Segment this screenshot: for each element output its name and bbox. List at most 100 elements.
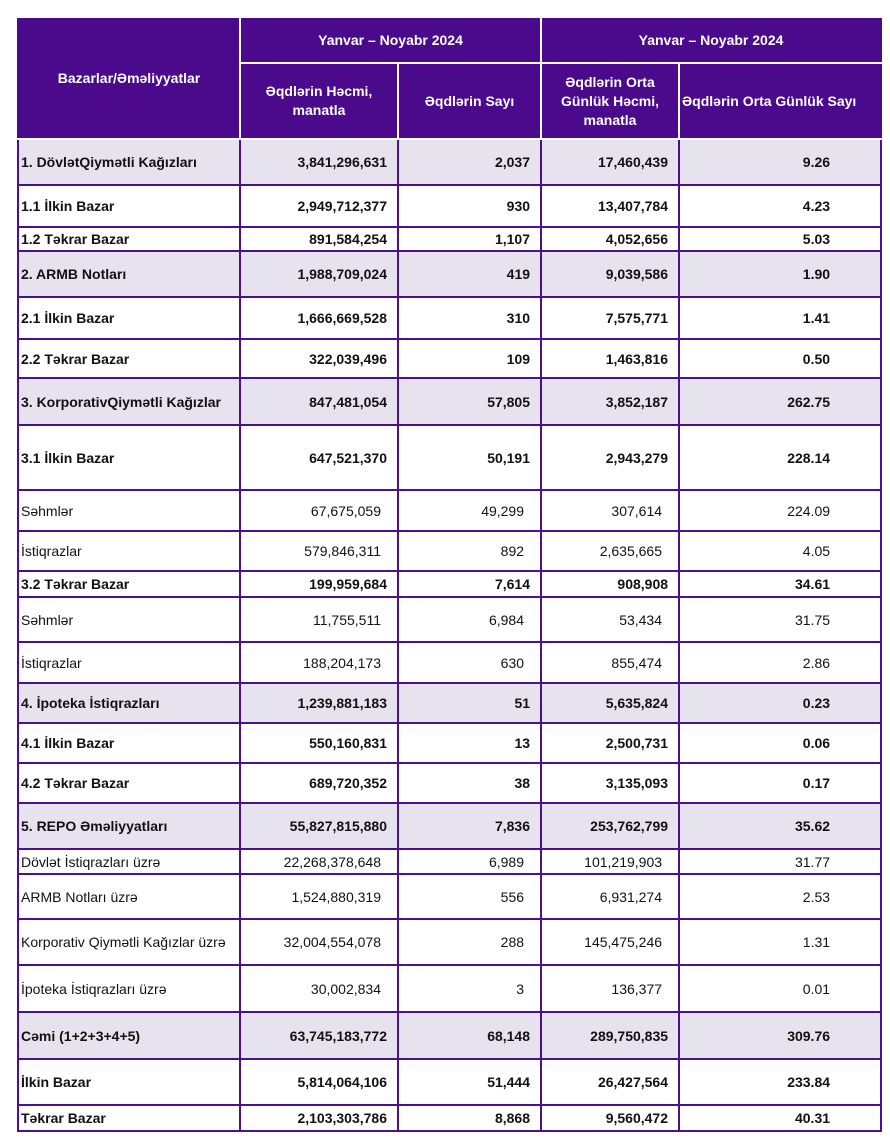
volume-cell: 891,584,254 — [239, 226, 399, 252]
avg-count-cell: 2.86 — [678, 641, 883, 684]
volume-cell: 2,949,712,377 — [239, 184, 399, 228]
avg-volume-cell: 53,434 — [540, 596, 681, 643]
header-period-2: Yanvar – Noyabr 2024 — [540, 18, 883, 64]
volume-cell: 30,002,834 — [239, 964, 399, 1013]
volume-cell: 1,524,880,319 — [239, 873, 399, 920]
count-cell: 288 — [396, 918, 543, 966]
table-row: 3. KorporativQiymətli Kağızlar 847,481,05… — [17, 377, 883, 426]
market-operations-table: Bazarlar/Əməliyyatlar Yanvar – Noyabr 20… — [17, 18, 883, 1132]
avg-count-cell: 40.31 — [678, 1104, 883, 1132]
volume-cell: 579,846,311 — [239, 530, 399, 572]
table-row: 1. DövlətQiymətli Kağızları 3,841,296,631… — [17, 138, 883, 186]
row-label: 3. KorporativQiymətli Kağızlar — [17, 377, 241, 426]
row-label: Dövlət İstiqrazları üzrə — [17, 848, 241, 875]
count-cell: 49,299 — [396, 489, 543, 532]
avg-volume-cell: 26,427,564 — [540, 1058, 681, 1106]
table-row: 2. ARMB Notları 1,988,709,024 419 9,039,586… — [17, 250, 883, 298]
avg-volume-cell: 101,219,903 — [540, 848, 681, 875]
volume-cell: 67,675,059 — [239, 489, 399, 532]
row-label: 3.1 İlkin Bazar — [17, 424, 241, 491]
table-row: İpoteka İstiqrazları üzrə 30,002,834 3 136,… — [17, 964, 883, 1013]
avg-volume-cell: 5,635,824 — [540, 682, 681, 724]
volume-cell: 199,959,684 — [239, 570, 399, 598]
count-cell: 630 — [396, 641, 543, 684]
avg-volume-cell: 908,908 — [540, 570, 681, 598]
volume-cell: 22,268,378,648 — [239, 848, 399, 875]
avg-count-cell: 224.09 — [678, 489, 883, 532]
table-row: İlkin Bazar 5,814,064,106 51,444 26,427,564… — [17, 1058, 883, 1106]
row-label: 4.1 İlkin Bazar — [17, 722, 241, 764]
avg-count-cell: 0.23 — [678, 682, 883, 724]
avg-volume-cell: 13,407,784 — [540, 184, 681, 228]
avg-volume-cell: 2,943,279 — [540, 424, 681, 491]
count-cell: 13 — [396, 722, 543, 764]
table-row: Səhmlər 11,755,511 6,984 53,434 31.75 — [17, 596, 883, 643]
avg-volume-cell: 9,560,472 — [540, 1104, 681, 1132]
row-label: 3.2 Təkrar Bazar — [17, 570, 241, 598]
count-cell: 109 — [396, 338, 543, 379]
header-period-1: Yanvar – Noyabr 2024 — [238, 18, 543, 64]
avg-volume-cell: 145,475,246 — [540, 918, 681, 966]
table-row: Səhmlər 67,675,059 49,299 307,614 224.09 — [17, 489, 883, 532]
table-row: Təkrar Bazar 2,103,303,786 8,868 9,560,472 4… — [17, 1104, 883, 1132]
row-label: İpoteka İstiqrazları üzrə — [17, 964, 241, 1013]
avg-volume-cell: 9,039,586 — [540, 250, 681, 298]
count-cell: 2,037 — [396, 138, 543, 186]
row-label: 4. İpoteka İstiqrazları — [17, 682, 241, 724]
row-label: 5. REPO Əməliyyatları — [17, 802, 241, 850]
volume-cell: 32,004,554,078 — [239, 918, 399, 966]
volume-cell: 5,814,064,106 — [239, 1058, 399, 1106]
table-row: İstiqrazlar 188,204,173 630 855,474 2.86 — [17, 641, 883, 684]
avg-volume-cell: 289,750,835 — [540, 1011, 681, 1060]
row-label: İlkin Bazar — [17, 1058, 241, 1106]
count-cell: 6,989 — [396, 848, 543, 875]
count-cell: 68,148 — [396, 1011, 543, 1060]
count-cell: 50,191 — [396, 424, 543, 491]
count-cell: 892 — [396, 530, 543, 572]
row-label: ARMB Notları üzrə — [17, 873, 241, 920]
volume-cell: 322,039,496 — [239, 338, 399, 379]
table-row: 2.2 Təkrar Bazar 322,039,496 109 1,463,816 0… — [17, 338, 883, 379]
avg-volume-cell: 3,852,187 — [540, 377, 681, 426]
count-cell: 556 — [396, 873, 543, 920]
avg-volume-cell: 136,377 — [540, 964, 681, 1013]
avg-volume-cell: 4,052,656 — [540, 226, 681, 252]
volume-cell: 689,720,352 — [239, 762, 399, 804]
avg-count-cell: 1.31 — [678, 918, 883, 966]
avg-volume-cell: 2,500,731 — [540, 722, 681, 764]
avg-volume-cell: 307,614 — [540, 489, 681, 532]
avg-count-cell: 4.23 — [678, 184, 883, 228]
avg-count-cell: 0.01 — [678, 964, 883, 1013]
count-cell: 7,614 — [396, 570, 543, 598]
table-row: İstiqrazlar 579,846,311 892 2,635,665 4.05 — [17, 530, 883, 572]
avg-count-cell: 9.26 — [678, 138, 883, 186]
avg-count-cell: 0.06 — [678, 722, 883, 764]
avg-volume-cell: 855,474 — [540, 641, 681, 684]
count-cell: 51,444 — [396, 1058, 543, 1106]
avg-count-cell: 262.75 — [678, 377, 883, 426]
row-label: İstiqrazlar — [17, 641, 241, 684]
table-row: Korporativ Qiymətli Kağızlar üzrə 32,004,… — [17, 918, 883, 966]
count-cell: 57,805 — [396, 377, 543, 426]
volume-cell: 847,481,054 — [239, 377, 399, 426]
count-cell: 51 — [396, 682, 543, 724]
count-cell: 419 — [396, 250, 543, 298]
table-row: 4. İpoteka İstiqrazları 1,239,881,183 51 5,… — [17, 682, 883, 724]
avg-volume-cell: 6,931,274 — [540, 873, 681, 920]
row-label: 4.2 Təkrar Bazar — [17, 762, 241, 804]
table-row: Dövlət İstiqrazları üzrə 22,268,378,648 6,… — [17, 848, 883, 875]
volume-cell: 550,160,831 — [239, 722, 399, 764]
volume-cell: 3,841,296,631 — [239, 138, 399, 186]
table-row: 3.1 İlkin Bazar 647,521,370 50,191 2,943,27… — [17, 424, 883, 491]
avg-count-cell: 4.05 — [678, 530, 883, 572]
row-label: Səhmlər — [17, 596, 241, 643]
avg-count-cell: 34.61 — [678, 570, 883, 598]
row-label: Cəmi (1+2+3+4+5) — [17, 1011, 241, 1060]
table-row: 2.1 İlkin Bazar 1,666,669,528 310 7,575,771… — [17, 296, 883, 340]
count-cell: 6,984 — [396, 596, 543, 643]
table-row: 3.2 Təkrar Bazar 199,959,684 7,614 908,908 3… — [17, 570, 883, 598]
count-cell: 38 — [396, 762, 543, 804]
volume-cell: 11,755,511 — [239, 596, 399, 643]
volume-cell: 1,239,881,183 — [239, 682, 399, 724]
header-avg-count: Əqdlərin Orta Günlük Sayı — [678, 62, 883, 140]
